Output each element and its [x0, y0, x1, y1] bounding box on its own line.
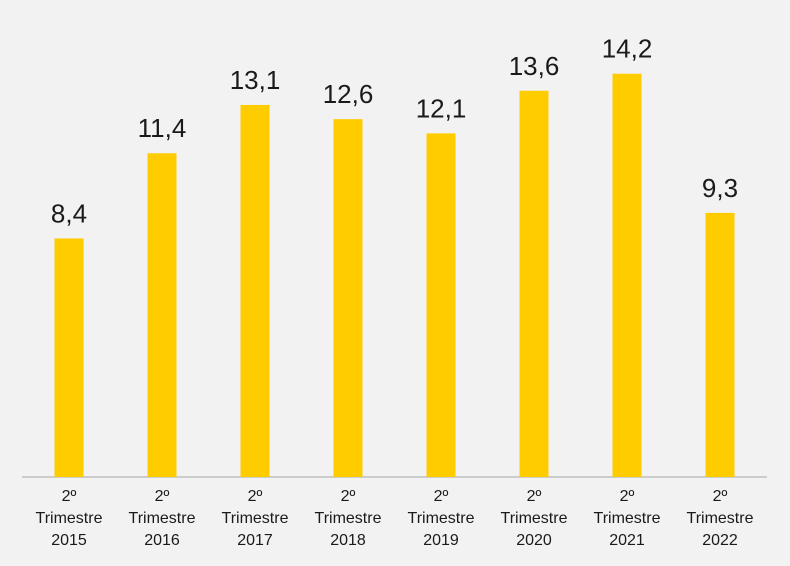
bar — [426, 133, 456, 478]
x-tick-label: 2º Trimestre 2019 — [407, 488, 475, 549]
bar — [147, 153, 177, 478]
value-label: 11,4 — [138, 113, 187, 143]
x-tick-label: 2º Trimestre 2016 — [128, 488, 196, 549]
x-tick-label: 2º Trimestre 2017 — [221, 488, 289, 549]
value-label: 8,4 — [51, 198, 87, 228]
x-tick-label: 2º Trimestre 2015 — [35, 488, 103, 549]
value-label: 14,2 — [602, 34, 653, 64]
bar — [54, 238, 84, 477]
value-label: 13,1 — [230, 65, 281, 95]
bar — [240, 104, 270, 478]
value-label: 9,3 — [702, 173, 738, 203]
x-tick-label: 2º Trimestre 2018 — [314, 488, 382, 549]
bar — [612, 73, 642, 477]
value-label: 13,6 — [509, 51, 560, 81]
x-tick-label: 2º Trimestre 2020 — [500, 488, 568, 549]
bar — [333, 119, 363, 477]
bar — [519, 90, 549, 477]
bar — [705, 212, 735, 477]
value-label: 12,1 — [416, 93, 467, 123]
x-tick-label: 2º Trimestre 2021 — [593, 488, 661, 549]
x-tick-label: 2º Trimestre 2022 — [686, 488, 754, 549]
value-label: 12,6 — [323, 79, 374, 109]
